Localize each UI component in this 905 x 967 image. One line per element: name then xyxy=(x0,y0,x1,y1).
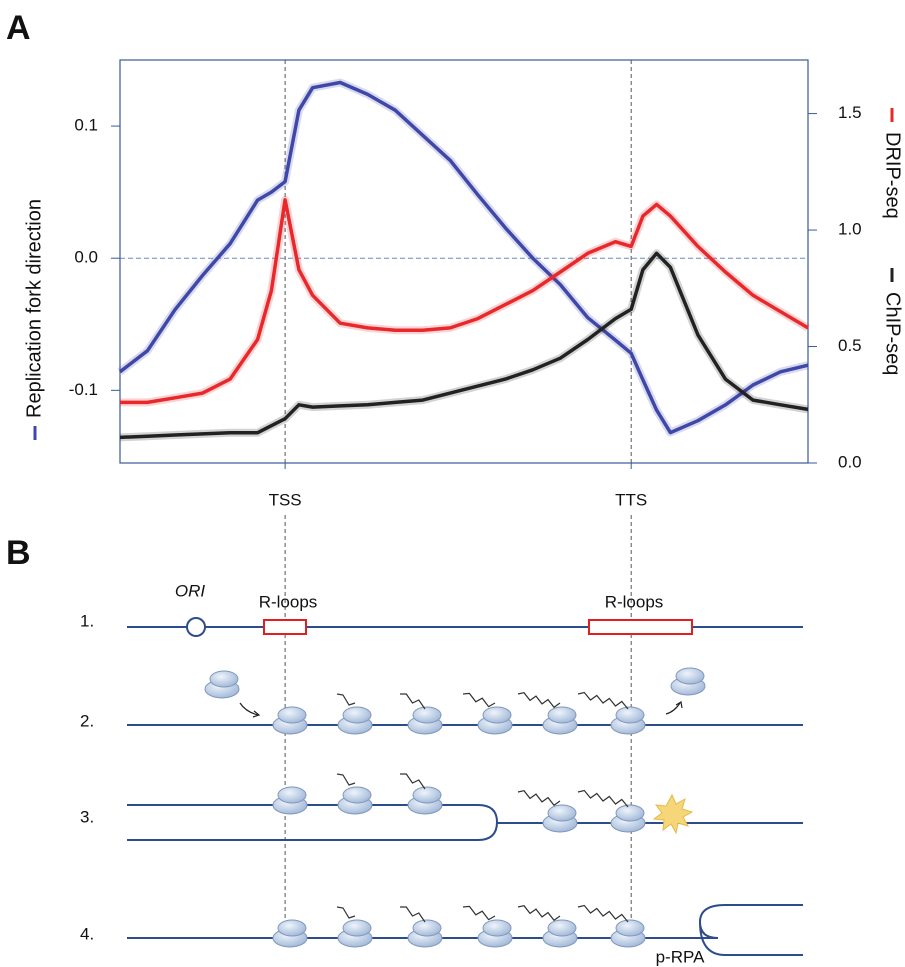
series-line xyxy=(120,198,809,405)
rna xyxy=(577,789,629,808)
y2-tick-label: 1.0 xyxy=(838,220,862,239)
polymerase xyxy=(407,919,443,948)
y2-tick-label: 1.5 xyxy=(838,103,862,122)
row-label: 3. xyxy=(80,807,94,826)
y2-axis-label: DRIP-seq ChIP-seq xyxy=(882,108,904,375)
replication-fork xyxy=(698,904,803,956)
legend-label: ChIP-seq xyxy=(882,292,904,375)
series-line xyxy=(118,80,809,435)
polymerase xyxy=(337,706,373,735)
rna xyxy=(336,773,356,786)
rna xyxy=(400,906,426,923)
arrow xyxy=(665,702,681,715)
series-halo xyxy=(120,195,811,407)
legend-label: Replication fork direction xyxy=(23,199,45,418)
rna xyxy=(400,773,426,790)
polymerase xyxy=(610,919,646,948)
polymerase xyxy=(670,667,706,696)
rna xyxy=(517,790,561,807)
plot-frame xyxy=(119,59,809,464)
rna xyxy=(336,906,356,919)
annotation: R-loops xyxy=(605,592,664,611)
arrow xyxy=(675,701,683,709)
rna xyxy=(336,693,356,706)
r-loop xyxy=(588,619,693,635)
annotation: p-RPA xyxy=(656,947,705,966)
damage-star xyxy=(652,793,694,835)
rna xyxy=(577,691,629,710)
y-tick-label: 0.0 xyxy=(74,248,98,267)
y2-tick-label: 0.5 xyxy=(838,336,862,355)
row-label: 2. xyxy=(80,711,94,730)
row-label: 1. xyxy=(80,611,94,630)
rna xyxy=(577,904,629,923)
rna xyxy=(517,905,561,922)
y2-tick-label: 0.0 xyxy=(838,452,862,471)
polymerase xyxy=(477,919,513,948)
r-loop xyxy=(263,619,307,635)
polymerase xyxy=(337,919,373,948)
arrow xyxy=(239,702,259,716)
rna xyxy=(400,693,426,710)
polymerase xyxy=(272,919,308,948)
polymerase xyxy=(337,786,373,815)
polymerase xyxy=(204,670,240,699)
polymerase xyxy=(407,786,443,815)
polymerase xyxy=(610,804,646,833)
polymerase xyxy=(477,706,513,735)
x-tick-label: TTS xyxy=(615,490,647,509)
rna xyxy=(517,692,561,709)
polymerase xyxy=(542,804,578,833)
polymerase xyxy=(407,706,443,735)
y-axis-label: Replication fork direction xyxy=(23,199,45,440)
panel-label: A xyxy=(6,9,31,47)
annotation: ORI xyxy=(175,581,206,600)
panel-label: B xyxy=(6,534,31,572)
polymerase xyxy=(272,786,308,815)
annotation: R-loops xyxy=(259,592,318,611)
y-tick-label: 0.1 xyxy=(74,116,98,135)
series-line xyxy=(119,251,809,440)
rna xyxy=(462,905,496,921)
replication-fork xyxy=(127,804,499,841)
origin xyxy=(186,617,206,637)
polymerase xyxy=(272,706,308,735)
y-tick-label: -0.1 xyxy=(69,380,98,399)
chart: TSS TTS -0.1 0.0 0.1 0.0 0.5 1.0 1.5 Replication … xyxy=(23,59,904,930)
x-tick-label: TSS xyxy=(269,490,302,509)
polymerase xyxy=(542,919,578,948)
polymerase xyxy=(542,706,578,735)
rna xyxy=(462,692,496,708)
row-label: 4. xyxy=(80,924,94,943)
diagram: 1. 2. 3. 4. ORI R-loops R-loops p-RPA xyxy=(80,581,803,966)
legend-label: DRIP-seq xyxy=(882,132,904,219)
arrow xyxy=(252,710,261,718)
polymerase xyxy=(610,706,646,735)
